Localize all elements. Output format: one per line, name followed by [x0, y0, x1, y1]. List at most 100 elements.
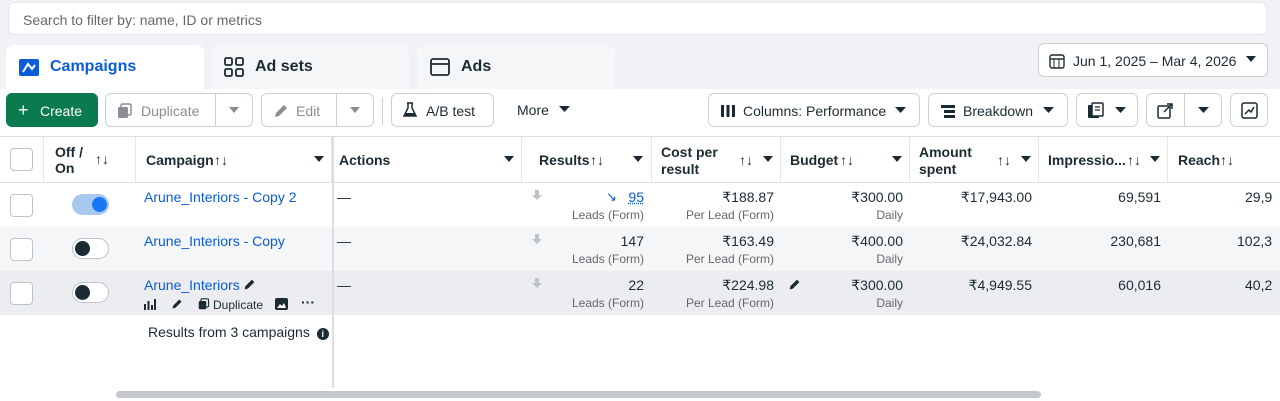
sort-icon: ↑↓ [95, 151, 109, 167]
divider [1184, 94, 1185, 126]
tab-ads[interactable]: Ads [417, 45, 615, 89]
columns-button[interactable]: Columns: Performance [708, 93, 920, 127]
date-range-picker[interactable]: Jun 1, 2025 – Mar 4, 2026 [1038, 43, 1268, 77]
caret-down-icon [314, 156, 324, 162]
duplicate-icon [118, 103, 132, 118]
campaign-name-link[interactable]: Arune_Interiors - Copy [144, 233, 285, 249]
header-cost-per-result[interactable]: Cost per result ↑↓ [652, 137, 781, 183]
header-label: Off / On [55, 144, 83, 176]
reach-value: 102,3 [1237, 233, 1273, 249]
trend-chart-icon [1241, 102, 1258, 119]
results-summary: Results from 3 campaigns i [148, 324, 329, 340]
horizontal-scrollbar[interactable] [116, 391, 1041, 398]
sort-icon: ↑↓ [1127, 152, 1141, 168]
reach-value: 40,2 [1245, 277, 1273, 293]
header-amount-spent[interactable]: Amount spent ↑↓ [910, 137, 1039, 183]
caret-down-icon [633, 156, 643, 162]
header-select-all [0, 137, 44, 183]
header-impressions[interactable]: Impressio... ↑↓ [1039, 137, 1168, 183]
campaign-toggle[interactable] [72, 194, 109, 215]
caret-down-icon [895, 107, 906, 113]
table-row[interactable]: Arune_Interiors - Copy — 147 Leads (Form… [0, 227, 1280, 271]
caret-down-icon[interactable] [1198, 106, 1209, 114]
bar-chart-icon[interactable] [144, 299, 156, 310]
header-results[interactable]: Results ↑↓ [522, 137, 652, 183]
campaign-toggle[interactable] [72, 282, 109, 303]
edit-pencil-icon[interactable] [171, 298, 183, 310]
select-all-checkbox[interactable] [10, 148, 33, 171]
export-button-group[interactable] [1146, 93, 1222, 127]
cost-sub: Per Lead (Form) [685, 296, 774, 310]
image-icon[interactable] [275, 298, 288, 310]
folder-chart-icon [19, 59, 39, 76]
header-label: Budget [790, 152, 839, 168]
header-off-on[interactable]: Off / On ↑↓ [44, 137, 136, 183]
header-reach[interactable]: Reach ↑↓ [1168, 137, 1280, 183]
actions-value: — [337, 189, 351, 205]
reports-button[interactable] [1076, 93, 1138, 127]
row-checkbox[interactable] [10, 194, 33, 217]
budget-sub: Daily [876, 296, 903, 310]
ab-test-button[interactable]: A/B test [391, 93, 494, 127]
results-summary-label: Results from 3 campaigns [148, 324, 310, 340]
row-checkbox[interactable] [10, 238, 33, 261]
info-icon[interactable]: i [316, 328, 329, 340]
duplicate-icon[interactable] [198, 298, 210, 310]
frozen-column-divider[interactable] [332, 136, 334, 388]
impressions-value: 60,016 [1118, 277, 1161, 293]
results-sub: Leads (Form) [571, 252, 644, 266]
sort-icon: ↑↓ [739, 152, 753, 168]
caret-down-icon [1021, 156, 1031, 162]
more-options-icon[interactable]: ··· [301, 294, 315, 310]
edit-button-group[interactable]: Edit [261, 93, 374, 127]
actions-value: — [337, 233, 351, 249]
more-button[interactable]: More [506, 93, 586, 127]
tab-campaigns[interactable]: Campaigns [6, 45, 204, 89]
breakdown-button[interactable]: Breakdown [928, 93, 1068, 127]
results-value: 22 [628, 277, 644, 293]
duplicate-button-group[interactable]: Duplicate [105, 93, 253, 127]
sort-icon: ↑↓ [1220, 152, 1234, 168]
cost-value: ₹188.87 [722, 189, 774, 205]
table-row[interactable]: Arune_Interiors Duplicate ··· — 22 Leads… [0, 271, 1280, 315]
campaign-name-link[interactable]: Arune_Interiors [144, 277, 240, 293]
caret-down-icon [504, 156, 514, 162]
plus-icon: + [18, 100, 29, 120]
header-actions[interactable]: Actions [334, 137, 522, 183]
chevron-down-icon[interactable] [229, 106, 239, 114]
ab-test-label: A/B test [426, 103, 476, 119]
date-range-label: Jun 1, 2025 – Mar 4, 2026 [1073, 53, 1237, 69]
create-button[interactable]: + Create [6, 93, 98, 127]
chart-view-button[interactable] [1230, 93, 1268, 127]
header-budget[interactable]: Budget ↑↓ [781, 137, 910, 183]
amount-value: ₹24,032.84 [960, 233, 1032, 249]
cost-value: ₹163.49 [722, 233, 774, 249]
create-label: Create [40, 103, 83, 119]
duplicate-label: Duplicate [141, 103, 200, 119]
results-value[interactable]: 95 [628, 189, 644, 205]
cost-value: ₹224.98 [722, 277, 774, 293]
tab-ad-sets[interactable]: Ad sets [211, 45, 409, 89]
table-row[interactable]: Arune_Interiors - Copy 2 — ↘ 95 Leads (F… [0, 183, 1280, 227]
budget-value: ₹300.00 [851, 277, 903, 293]
pencil-icon[interactable] [788, 278, 801, 291]
amount-value: ₹17,943.00 [960, 189, 1032, 205]
pencil-icon [275, 105, 287, 117]
chevron-down-icon[interactable] [350, 106, 360, 114]
header-label: Campaign [146, 152, 214, 168]
download-icon [532, 278, 542, 288]
columns-icon [721, 105, 735, 117]
breakdown-label: Breakdown [963, 103, 1034, 119]
campaign-toggle[interactable] [72, 238, 109, 259]
tab-label: Ads [461, 58, 492, 75]
sort-icon: ↑↓ [214, 152, 228, 168]
campaign-name-link[interactable]: Arune_Interiors - Copy 2 [144, 189, 297, 205]
row-checkbox[interactable] [10, 282, 33, 305]
search-bar[interactable]: Search to filter by: name, ID or metrics [8, 2, 1267, 35]
row-duplicate-label[interactable]: Duplicate [213, 298, 264, 312]
pencil-icon[interactable] [243, 278, 256, 291]
header-label: Reach [1178, 152, 1221, 168]
ad-square-icon [430, 58, 450, 76]
header-campaign[interactable]: Campaign ↑↓ [136, 137, 332, 183]
breakdown-icon [941, 105, 955, 118]
